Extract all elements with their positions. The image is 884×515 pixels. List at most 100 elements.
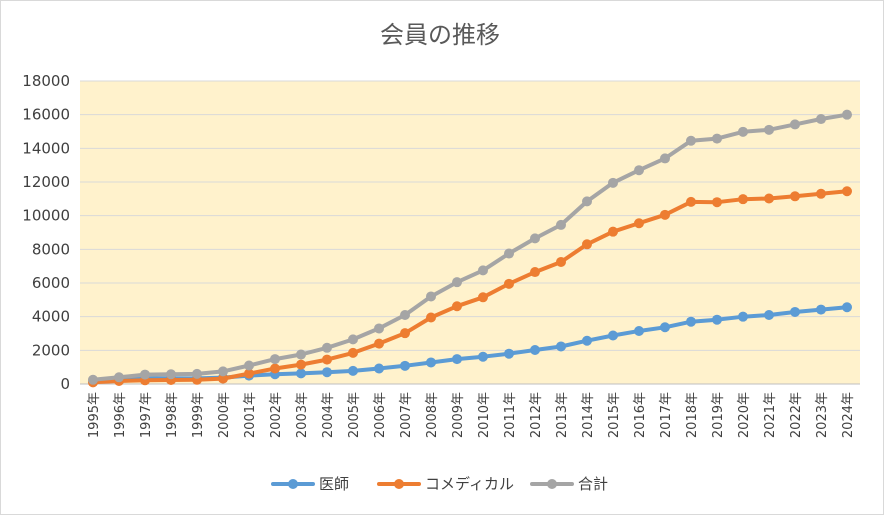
data-point <box>686 316 696 327</box>
x-tick-label: 2002年 <box>269 392 284 438</box>
y-tick-label: 16000 <box>22 106 70 124</box>
data-point <box>764 309 774 320</box>
x-tick-label: 2000年 <box>217 392 232 438</box>
data-point <box>530 344 540 355</box>
data-point <box>452 277 462 288</box>
y-tick-label: 4000 <box>32 308 70 326</box>
data-point <box>322 354 332 365</box>
data-point <box>530 267 540 278</box>
x-tick-label: 2019年 <box>711 392 726 438</box>
data-point <box>192 368 202 379</box>
x-tick-label: 2008年 <box>425 392 440 438</box>
data-point <box>686 135 696 146</box>
data-point <box>296 359 306 370</box>
x-tick-label: 2009年 <box>451 392 466 438</box>
data-point <box>608 226 618 237</box>
x-tick-label: 2014年 <box>581 392 596 438</box>
legend-item: コメディカル <box>377 475 514 493</box>
x-tick-label: 2016年 <box>633 392 648 438</box>
x-tick-label: 2023年 <box>815 392 830 438</box>
x-tick-label: 2011年 <box>503 392 518 438</box>
y-tick-label: 0 <box>60 375 70 393</box>
y-tick-label: 2000 <box>32 341 70 359</box>
y-tick-label: 6000 <box>32 274 70 292</box>
x-tick-label: 2010年 <box>477 392 492 438</box>
legend-marker <box>547 479 557 489</box>
data-point <box>400 309 410 320</box>
data-point <box>660 209 670 220</box>
data-point <box>634 218 644 229</box>
data-point <box>374 363 384 374</box>
data-point <box>842 186 852 197</box>
data-point <box>88 374 98 385</box>
plot-area <box>80 81 860 384</box>
data-point <box>400 360 410 371</box>
data-point <box>504 248 514 259</box>
data-point <box>322 367 332 378</box>
data-point <box>166 369 176 380</box>
data-point <box>478 351 488 362</box>
data-point <box>374 323 384 334</box>
data-point <box>712 314 722 325</box>
x-tick-label: 2018年 <box>685 392 700 438</box>
y-tick-label: 18000 <box>22 72 70 90</box>
data-point <box>296 368 306 379</box>
y-tick-label: 12000 <box>22 173 70 191</box>
series-layer <box>88 109 852 388</box>
data-point <box>322 342 332 353</box>
data-point <box>244 360 254 371</box>
x-tick-label: 1997年 <box>139 392 154 438</box>
x-tick-label: 2013年 <box>555 392 570 438</box>
x-tick-label: 2004年 <box>321 392 336 438</box>
data-point <box>686 196 696 207</box>
data-point <box>504 278 514 289</box>
data-point <box>842 109 852 120</box>
x-tick-label: 2003年 <box>295 392 310 438</box>
x-tick-label: 2021年 <box>763 392 778 438</box>
gridlines <box>80 80 860 385</box>
data-point <box>426 291 436 302</box>
x-tick-label: 2015年 <box>607 392 622 438</box>
x-tick-label: 1999年 <box>191 392 206 438</box>
data-point <box>816 114 826 125</box>
x-tick-label: 2007年 <box>399 392 414 438</box>
data-point <box>738 311 748 322</box>
chart-title: 会員の推移 <box>380 21 500 49</box>
x-tick-label: 2022年 <box>789 392 804 438</box>
series-3 <box>88 109 852 385</box>
data-point <box>556 256 566 267</box>
y-tick-label: 8000 <box>32 240 70 258</box>
data-point <box>244 368 254 379</box>
data-point <box>712 133 722 144</box>
y-tick-label: 10000 <box>22 207 70 225</box>
data-point <box>634 325 644 336</box>
x-tick-label: 1996年 <box>113 392 128 438</box>
data-point <box>114 372 124 383</box>
data-point <box>426 357 436 368</box>
data-point <box>296 349 306 360</box>
legend-item: 合計 <box>530 475 608 493</box>
data-point <box>374 338 384 349</box>
data-point <box>140 369 150 380</box>
data-point <box>530 233 540 244</box>
data-point <box>478 265 488 276</box>
y-tick-label: 14000 <box>22 139 70 157</box>
data-point <box>660 322 670 333</box>
legend-label: 医師 <box>319 475 349 493</box>
x-tick-label: 2012年 <box>529 392 544 438</box>
data-point <box>270 354 280 365</box>
y-axis-ticks: 0 2000 4000 6000 8000 10000 12000 14000 16000 180… <box>22 72 70 393</box>
data-point <box>218 366 228 377</box>
x-tick-label: 1998年 <box>165 392 180 438</box>
data-point <box>660 153 670 164</box>
x-tick-label: 2024年 <box>841 392 856 438</box>
data-point <box>556 219 566 230</box>
data-point <box>608 177 618 188</box>
data-point <box>790 119 800 130</box>
data-point <box>634 165 644 176</box>
data-point <box>738 194 748 205</box>
x-tick-label: 2017年 <box>659 392 674 438</box>
data-point <box>582 196 592 207</box>
data-point <box>790 306 800 317</box>
